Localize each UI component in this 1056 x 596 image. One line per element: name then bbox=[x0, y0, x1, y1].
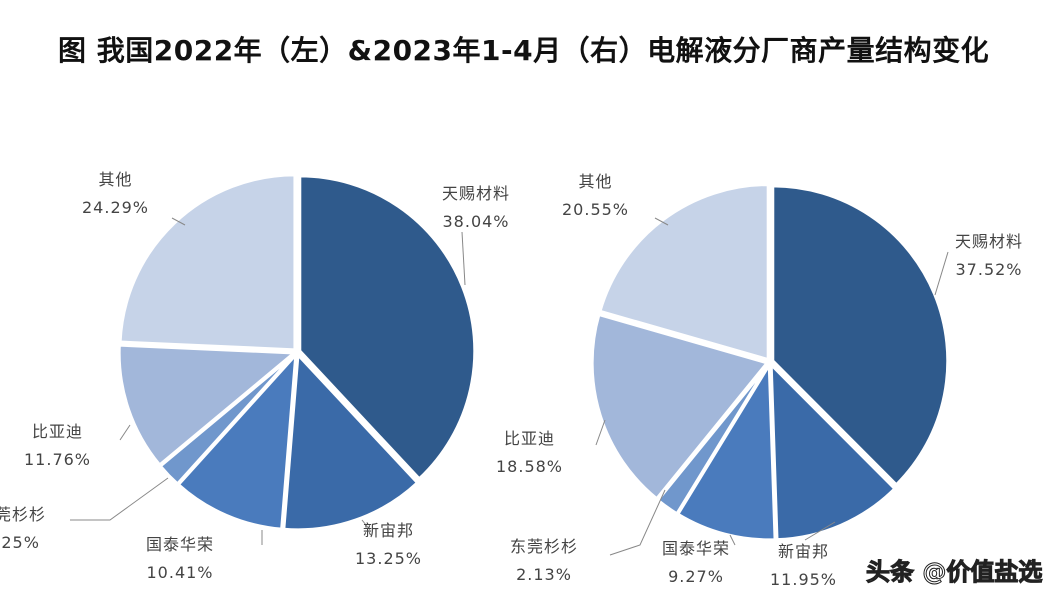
label-left-byd: 比亚迪 11.76% bbox=[24, 422, 92, 469]
pie-1-leader-line-4 bbox=[729, 534, 736, 546]
pie-1-leader-line-3 bbox=[609, 489, 666, 556]
pie-1-leader-line-1 bbox=[934, 251, 949, 296]
label-right-guotai: 国泰华荣 9.27% bbox=[662, 539, 731, 586]
chart-title: 图 我国2022年（左）&2023年1-4月（右）电解液分厂商产量结构变化 bbox=[58, 34, 990, 67]
pie-1-leader-line-2 bbox=[595, 419, 606, 446]
label-right-capchem: 新宙邦 11.95% bbox=[770, 542, 838, 589]
pie-1-slice-2 bbox=[675, 359, 777, 542]
pie-0-leader-line-1 bbox=[461, 231, 466, 286]
pie-0-slice-1 bbox=[282, 351, 420, 532]
watermark: 头条 @价值盐选 bbox=[865, 558, 1043, 587]
pie-1-slice-3 bbox=[655, 363, 770, 516]
pie-0-leader-line-0 bbox=[171, 217, 186, 226]
label-left-other: 其他 24.29% bbox=[82, 170, 150, 217]
pie-1-slice-0 bbox=[771, 184, 950, 487]
pie-1-slice-4 bbox=[590, 312, 770, 501]
label-left-capchem: 新宙邦 13.25% bbox=[355, 521, 423, 568]
pie-1-leader-line-5 bbox=[804, 521, 836, 541]
pie-0-leader-line-2 bbox=[119, 424, 131, 441]
pie-0-slice-4 bbox=[117, 343, 299, 468]
pie-1-slice-5 bbox=[598, 183, 770, 362]
pie-0-slice-5 bbox=[118, 173, 297, 352]
label-right-tinci: 天赐材料 37.52% bbox=[955, 232, 1024, 279]
label-left-guotai: 国泰华荣 10.41% bbox=[146, 535, 215, 582]
label-left-tinci: 天赐材料 38.04% bbox=[442, 184, 511, 231]
pie-0-slice-2 bbox=[176, 350, 298, 531]
label-right-shanshan: 东莞杉杉 2.13% bbox=[510, 537, 579, 584]
pie-0-leader-line-3 bbox=[70, 477, 169, 521]
pie-0-slice-0 bbox=[298, 174, 477, 481]
pie-1-slice-1 bbox=[769, 360, 897, 542]
pie-0-leader-line-5 bbox=[361, 519, 371, 531]
label-right-byd: 比亚迪 18.58% bbox=[496, 429, 564, 476]
pie-1-leader-line-0 bbox=[654, 217, 669, 226]
label-right-other: 其他 20.55% bbox=[562, 172, 630, 219]
